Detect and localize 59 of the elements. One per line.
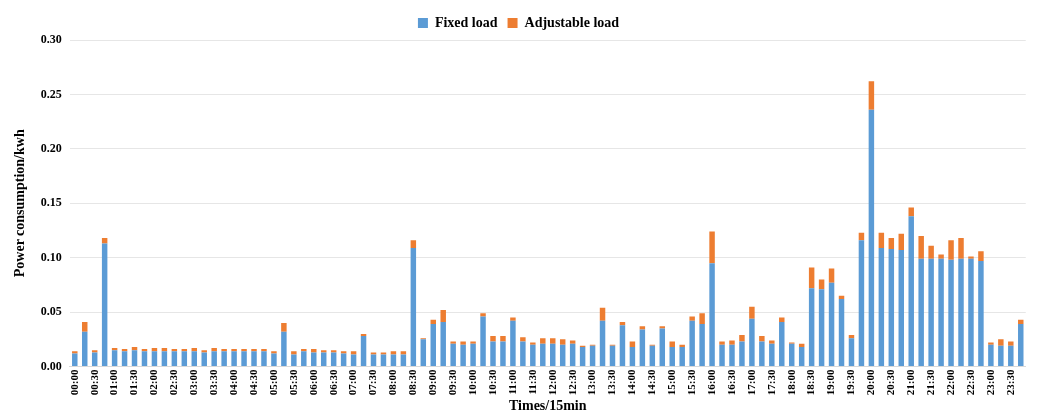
x-tick-label: 07:00 bbox=[346, 369, 359, 396]
x-tick-label: 12:30 bbox=[565, 369, 578, 396]
x-tick-label: 04:00 bbox=[226, 369, 239, 396]
x-tick-label: 10:30 bbox=[485, 369, 498, 396]
x-tick-label: 01:30 bbox=[127, 369, 140, 396]
x-tick-label: 22:00 bbox=[943, 369, 956, 396]
x-tick-label: 16:00 bbox=[704, 369, 717, 396]
x-tick-label: 12:00 bbox=[545, 369, 558, 396]
x-tick-label: 01:00 bbox=[107, 369, 120, 396]
x-tick-label: 00:30 bbox=[87, 369, 100, 396]
x-tick-label: 21:30 bbox=[923, 369, 936, 396]
x-tick-label: 14:30 bbox=[645, 369, 658, 396]
x-tick-label: 03:30 bbox=[207, 369, 220, 396]
x-tick-label: 16:30 bbox=[724, 369, 737, 396]
x-tick-label: 20:30 bbox=[884, 369, 897, 396]
x-tick-label: 15:30 bbox=[685, 369, 697, 396]
x-tick-label: 23:30 bbox=[1003, 369, 1016, 396]
x-tick-label: 02:30 bbox=[167, 369, 180, 396]
y-tick-label: 0.00 bbox=[40, 358, 62, 373]
x-tick-label: 11:00 bbox=[505, 369, 518, 395]
x-tick-label: 07:30 bbox=[366, 369, 379, 396]
x-tick-label: 21:00 bbox=[904, 369, 917, 396]
y-tick-label: 0.05 bbox=[40, 304, 62, 319]
x-tick-label: 08:30 bbox=[406, 369, 419, 396]
x-tick-label: 09:30 bbox=[446, 369, 459, 396]
x-tick-label: 05:30 bbox=[286, 369, 299, 396]
x-tick-label: 17:30 bbox=[764, 369, 777, 396]
y-axis-title: Power consumption/kwh bbox=[12, 129, 28, 278]
x-tick-label: 10:00 bbox=[465, 369, 478, 396]
x-tick-label: 19:30 bbox=[844, 369, 857, 396]
x-tick-label: 02:00 bbox=[147, 369, 160, 396]
x-tick-label: 13:30 bbox=[605, 369, 618, 396]
x-tick-label: 14:00 bbox=[625, 369, 638, 396]
x-tick-label: 15:00 bbox=[665, 369, 678, 396]
y-tick-label: 0.10 bbox=[40, 249, 62, 264]
x-tick-label: 06:30 bbox=[326, 369, 339, 396]
x-tick-label: 23:00 bbox=[983, 369, 996, 396]
x-tick-label: 03:00 bbox=[187, 369, 200, 396]
x-tick-label: 20:00 bbox=[864, 369, 877, 396]
x-tick-label: 19:00 bbox=[824, 369, 837, 396]
x-axis-title: Times/15min bbox=[509, 398, 587, 414]
x-tick-label: 17:00 bbox=[744, 369, 757, 396]
y-tick-label: 0.15 bbox=[40, 195, 62, 210]
y-tick-label: 0.25 bbox=[40, 86, 62, 101]
x-tick-label: 06:00 bbox=[306, 369, 319, 396]
x-tick-label: 11:30 bbox=[525, 369, 538, 395]
x-tick-label: 09:00 bbox=[426, 369, 439, 396]
legend-label: Fixed load bbox=[434, 14, 498, 30]
x-tick-label: 08:00 bbox=[386, 369, 399, 396]
legend-label: Adjustable load bbox=[524, 14, 620, 30]
x-tick-label: 05:00 bbox=[266, 369, 279, 396]
x-tick-label: 18:30 bbox=[804, 369, 817, 396]
x-tick-label: 22:30 bbox=[963, 369, 976, 396]
x-tick-label: 18:00 bbox=[784, 369, 797, 396]
x-tick-label: 04:30 bbox=[246, 369, 259, 396]
x-tick-label: 13:00 bbox=[585, 369, 598, 396]
y-tick-label: 0.30 bbox=[40, 32, 62, 47]
x-tick-label: 00:00 bbox=[67, 369, 80, 396]
y-tick-label: 0.20 bbox=[40, 140, 62, 155]
